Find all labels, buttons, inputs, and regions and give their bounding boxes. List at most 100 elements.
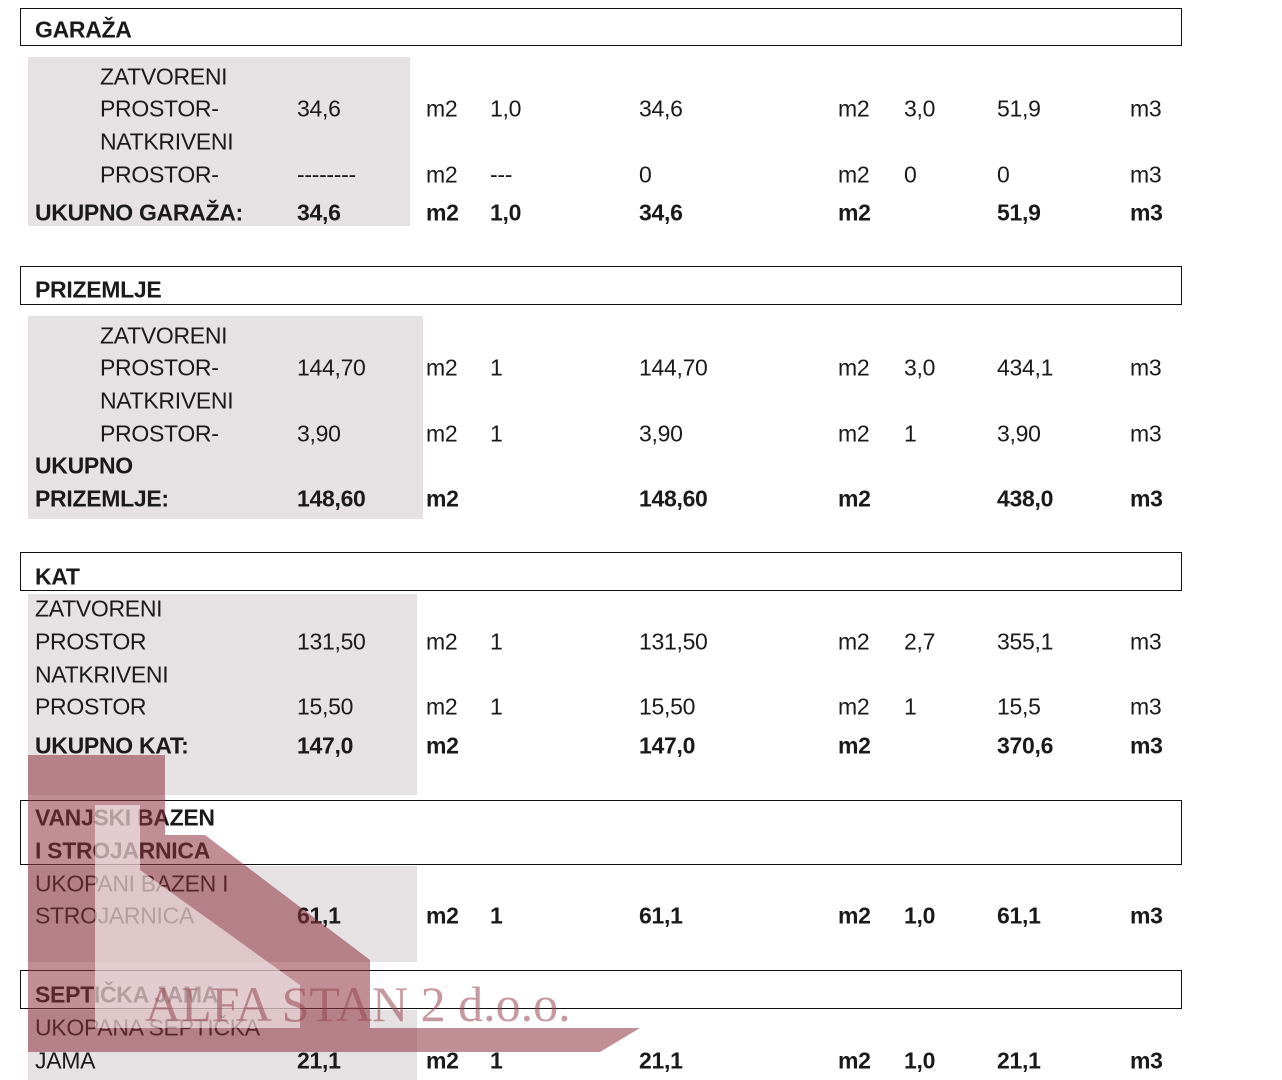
cell-net-unit: m2 (838, 732, 871, 759)
cell-volume-unit: m3 (1130, 199, 1163, 226)
cell-net-unit: m2 (838, 628, 870, 655)
cell-area: 34,6 (297, 199, 341, 226)
cell-net: 34,6 (639, 199, 683, 226)
cell-factor: 1 (490, 902, 503, 929)
row-label: NATKRIVENI (100, 128, 234, 155)
cell-area: 144,70 (297, 354, 366, 381)
cell-net: 3,90 (639, 420, 683, 447)
cell-area: -------- (297, 161, 356, 188)
cell-volume: 21,1 (997, 1047, 1041, 1074)
cell-net-unit: m2 (838, 95, 870, 122)
cell-factor: 1 (490, 693, 503, 720)
cell-volume: 0 (997, 161, 1010, 188)
cell-area: 15,50 (297, 693, 354, 720)
cell-height: 3,0 (904, 95, 936, 122)
cell-area-unit: m2 (426, 354, 458, 381)
row-label: ZATVORENI (100, 322, 228, 349)
cell-net-unit: m2 (838, 354, 870, 381)
cell-net-unit: m2 (838, 1047, 871, 1074)
row-label: PROSTOR (35, 628, 147, 655)
cell-volume-unit: m3 (1130, 1047, 1163, 1074)
cell-volume-unit: m3 (1130, 420, 1162, 447)
cell-volume: 438,0 (997, 485, 1054, 512)
shaded-area (28, 316, 423, 519)
cell-area-unit: m2 (426, 1047, 459, 1074)
section-title: PRIZEMLJE (35, 276, 162, 303)
cell-volume: 3,90 (997, 420, 1041, 447)
cell-net-unit: m2 (838, 485, 871, 512)
row-label: PROSTOR- (100, 95, 219, 122)
cell-area: 34,6 (297, 95, 341, 122)
cell-net: 0 (639, 161, 652, 188)
section-title: I STROJARNICA (35, 837, 211, 864)
cell-volume: 15,5 (997, 693, 1041, 720)
row-label: PROSTOR- (100, 354, 219, 381)
cell-factor: --- (490, 161, 513, 188)
cell-area: 147,0 (297, 732, 354, 759)
cell-volume-unit: m3 (1130, 95, 1162, 122)
cell-factor: 1,0 (490, 95, 522, 122)
cell-volume: 370,6 (997, 732, 1054, 759)
cell-area-unit: m2 (426, 420, 458, 447)
row-label: ZATVORENI (35, 595, 163, 622)
cell-factor: 1 (490, 1047, 503, 1074)
shaded-area (28, 57, 410, 226)
cell-net-unit: m2 (838, 199, 871, 226)
cell-factor: 1 (490, 628, 503, 655)
row-label: ZATVORENI (100, 63, 228, 90)
cell-area-unit: m2 (426, 485, 459, 512)
watermark-text: ALFA STAN 2 d.o.o. (145, 976, 571, 1032)
row-label: UKUPNO (35, 452, 133, 479)
cell-factor: 1,0 (490, 199, 522, 226)
row-label: PRIZEMLJE: (35, 485, 169, 512)
cell-area: 61,1 (297, 902, 341, 929)
cell-height: 1 (904, 420, 917, 447)
row-label: PROSTOR- (100, 161, 219, 188)
cell-net: 131,50 (639, 628, 708, 655)
cell-area-unit: m2 (426, 732, 459, 759)
cell-area-unit: m2 (426, 628, 458, 655)
section-title: KAT (35, 563, 80, 590)
row-label: NATKRIVENI (35, 661, 169, 688)
cell-volume-unit: m3 (1130, 161, 1162, 188)
cell-volume-unit: m3 (1130, 693, 1162, 720)
section-header (20, 266, 1182, 305)
row-label: PROSTOR- (100, 420, 219, 447)
cell-net: 148,60 (639, 485, 708, 512)
cell-factor: 1 (490, 420, 503, 447)
cell-area: 131,50 (297, 628, 366, 655)
row-label: PROSTOR (35, 693, 147, 720)
cell-volume-unit: m3 (1130, 354, 1162, 381)
cell-volume: 61,1 (997, 902, 1041, 929)
cell-net: 21,1 (639, 1047, 683, 1074)
cell-area-unit: m2 (426, 199, 459, 226)
section-title: GARAŽA (35, 16, 132, 43)
cell-net-unit: m2 (838, 693, 870, 720)
cell-volume-unit: m3 (1130, 628, 1162, 655)
cell-volume-unit: m3 (1130, 902, 1163, 929)
cell-net: 34,6 (639, 95, 683, 122)
cell-volume: 51,9 (997, 199, 1041, 226)
row-label: JAMA (35, 1047, 96, 1074)
row-label: UKUPNO KAT: (35, 732, 189, 759)
cell-net-unit: m2 (838, 161, 870, 188)
cell-volume: 355,1 (997, 628, 1054, 655)
row-label: UKUPNO GARAŽA: (35, 199, 243, 226)
cell-net: 144,70 (639, 354, 708, 381)
cell-net-unit: m2 (838, 420, 870, 447)
cell-area: 21,1 (297, 1047, 341, 1074)
row-label: NATKRIVENI (100, 387, 234, 414)
cell-area-unit: m2 (426, 693, 458, 720)
cell-volume-unit: m3 (1130, 732, 1163, 759)
section-header (20, 8, 1182, 46)
cell-volume-unit: m3 (1130, 485, 1163, 512)
cell-net: 147,0 (639, 732, 696, 759)
cell-height: 2,7 (904, 628, 936, 655)
cell-height: 1,0 (904, 1047, 936, 1074)
cell-area: 148,60 (297, 485, 366, 512)
section-title: VANJSKI BAZEN (35, 804, 215, 831)
cell-height: 0 (904, 161, 917, 188)
cell-area: 3,90 (297, 420, 341, 447)
cell-net-unit: m2 (838, 902, 871, 929)
cell-net: 61,1 (639, 902, 683, 929)
